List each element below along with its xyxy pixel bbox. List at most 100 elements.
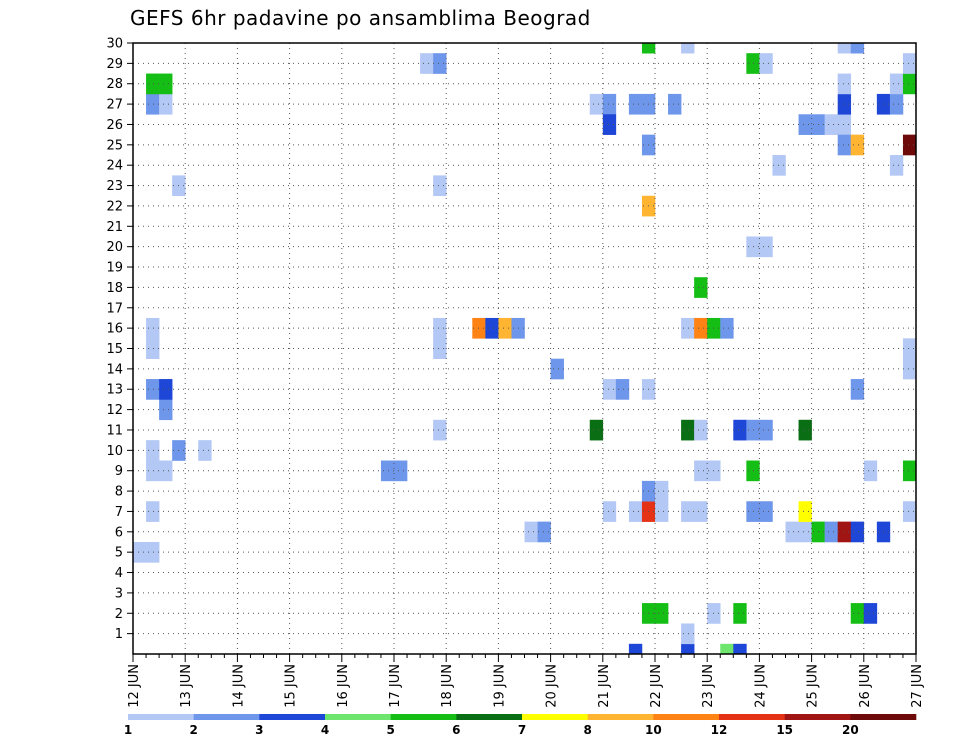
legend-swatch (456, 714, 522, 720)
y-tick-label: 29 (106, 57, 123, 72)
y-tick-label: 7 (115, 505, 123, 520)
y-tick-label: 27 (106, 98, 123, 113)
legend-swatch (128, 714, 194, 720)
heatmap-cell (655, 603, 668, 624)
y-tick-label: 14 (106, 362, 123, 377)
heatmap-cell (603, 501, 616, 522)
legend-label: 1 (124, 723, 132, 737)
y-tick-label: 30 (106, 37, 123, 52)
legend-swatch (259, 714, 325, 720)
y-tick-label: 17 (106, 301, 123, 316)
x-tick-label: 26 JUN (858, 664, 873, 708)
heatmap-cell (198, 440, 211, 461)
y-tick-label: 6 (115, 525, 123, 540)
y-tick-label: 20 (106, 240, 123, 255)
y-tick-label: 15 (106, 342, 123, 357)
heatmap-cell (864, 603, 877, 624)
legend-label: 10 (645, 723, 662, 737)
x-tick-label: 22 JUN (649, 664, 664, 708)
heatmap-cell (590, 420, 603, 441)
legend-label: 5 (386, 723, 394, 737)
heatmap-cell (825, 522, 838, 543)
heatmap-cell (159, 379, 172, 400)
legend-swatch (194, 714, 260, 720)
heatmap-cell (498, 318, 511, 339)
legend-label: 8 (583, 723, 591, 737)
heatmap-cell (642, 43, 655, 53)
heatmap-cell (655, 501, 668, 522)
heatmap-cell (681, 644, 694, 654)
heatmap-cell (433, 338, 446, 359)
heatmap-cell (668, 94, 681, 115)
x-tick-label: 19 JUN (492, 664, 507, 708)
heatmap-cell (694, 501, 707, 522)
x-tick-label: 17 JUN (388, 664, 403, 708)
x-tick-label: 21 JUN (597, 664, 612, 708)
heatmap-cell (799, 114, 812, 135)
heatmap-cell (159, 74, 172, 95)
legend-label: 4 (321, 723, 329, 737)
heatmap-cell (159, 399, 172, 420)
heatmap-cell (551, 359, 564, 380)
legend-swatch (719, 714, 785, 720)
legend-swatch (653, 714, 719, 720)
heatmap-cell (616, 379, 629, 400)
x-tick-label: 14 JUN (231, 664, 246, 708)
y-tick-label: 11 (106, 423, 123, 438)
precipitation-heatmap-chart: 1234567891011121314151617181920212223242… (0, 0, 960, 742)
legend-label: 12 (711, 723, 728, 737)
heatmap-cell (759, 501, 772, 522)
y-tick-label: 13 (106, 383, 123, 398)
y-tick-label: 24 (106, 159, 123, 174)
heatmap-cell (629, 501, 642, 522)
x-tick-label: 25 JUN (806, 664, 821, 708)
y-axis: 1234567891011121314151617181920212223242… (106, 37, 133, 643)
legend-swatch (391, 714, 457, 720)
heatmap-cell (759, 420, 772, 441)
heatmap-cell (720, 318, 733, 339)
x-tick-label: 13 JUN (179, 664, 194, 708)
heatmap-cell (694, 318, 707, 339)
heatmap-cell (838, 522, 851, 543)
heatmap-cell (903, 53, 916, 74)
heatmap-cell (603, 94, 616, 115)
heatmap-cell (629, 94, 642, 115)
legend-swatch (850, 714, 916, 720)
y-tick-label: 21 (106, 220, 123, 235)
heatmap-cell (799, 501, 812, 522)
y-tick-label: 4 (115, 566, 123, 581)
heatmap-cell (890, 74, 903, 95)
heatmap-cell (786, 522, 799, 543)
heatmap-cell (603, 379, 616, 400)
x-tick-label: 23 JUN (701, 664, 716, 708)
legend-swatch (785, 714, 851, 720)
y-tick-label: 8 (115, 485, 123, 500)
heatmap-cell (590, 94, 603, 115)
heatmap-cell (799, 522, 812, 543)
heatmap-cell (851, 379, 864, 400)
y-tick-label: 10 (106, 444, 123, 459)
y-tick-label: 9 (115, 464, 123, 479)
legend-label: 20 (842, 723, 859, 737)
heatmap-cell (825, 114, 838, 135)
heatmap-cell (159, 461, 172, 482)
heatmap-cell (759, 53, 772, 74)
heatmap-cell (838, 43, 851, 53)
x-tick-label: 20 JUN (545, 664, 560, 708)
x-tick-label: 15 JUN (284, 664, 299, 708)
y-tick-label: 5 (115, 546, 123, 561)
legend-label: 15 (776, 723, 793, 737)
heatmap-cell (485, 318, 498, 339)
heatmap-cell (903, 461, 916, 482)
x-tick-label: 27 JUN (910, 664, 925, 708)
heatmap-cell (851, 135, 864, 156)
heatmap-cell (890, 94, 903, 115)
y-tick-label: 25 (106, 138, 123, 153)
heatmap-cell (720, 644, 733, 654)
heatmap-cell (733, 603, 746, 624)
heatmap-cell (838, 74, 851, 95)
heatmap-cell (433, 420, 446, 441)
heatmap-cell (903, 359, 916, 380)
heatmap-cell (694, 277, 707, 298)
heatmap-cell (838, 114, 851, 135)
